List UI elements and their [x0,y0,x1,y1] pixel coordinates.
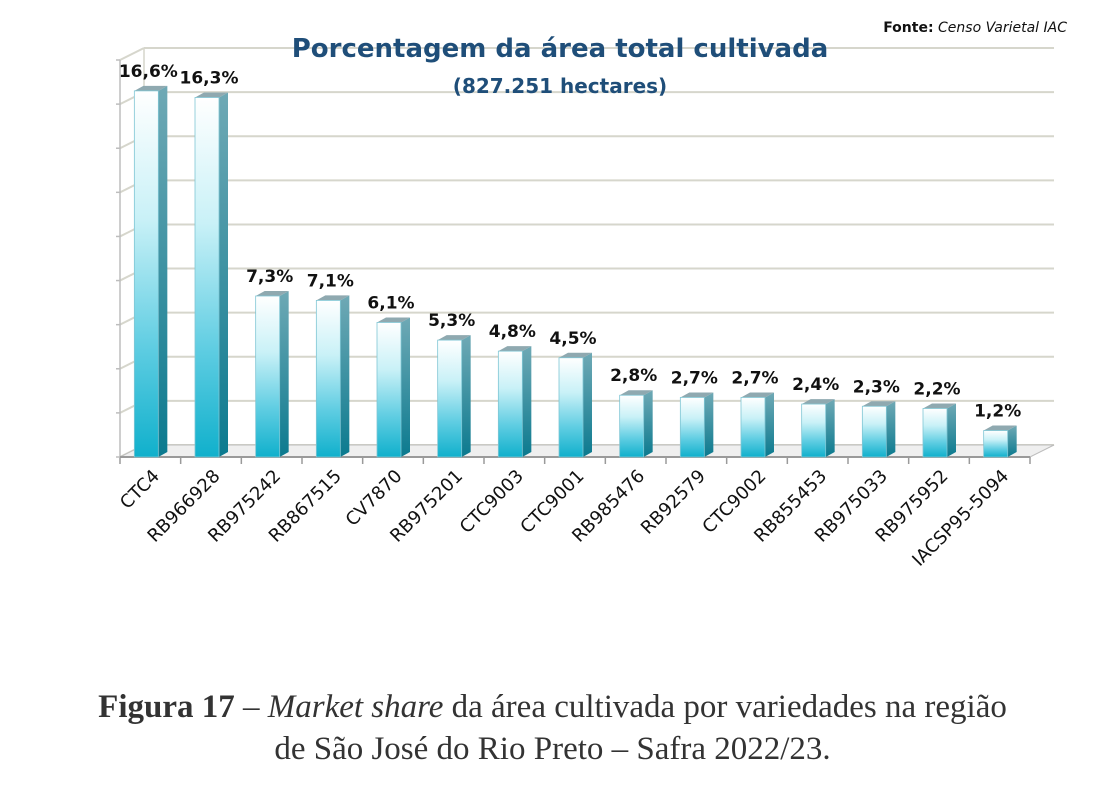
bar-top [983,425,1017,431]
bar-rb975033 [861,401,896,458]
gridline-side [119,47,145,61]
value-label: 6,1% [367,293,414,313]
bar-rb975242 [255,290,289,458]
bar-front [861,405,887,458]
bar-front [801,403,827,458]
bar-front [619,394,645,458]
bar-top [862,401,896,407]
bar-front [133,90,159,458]
bar-side [643,390,653,457]
value-label: 2,8% [610,366,657,386]
bar-front [497,350,523,458]
category-labels: CTC4RB966928RB975242RB867515CV7870RB9752… [116,466,1013,571]
bar-side [583,352,592,457]
bar-top [195,92,228,98]
value-label: 16,3% [180,68,239,88]
bar-top [923,403,956,409]
bar-top [498,346,532,352]
bar-ctc9003 [497,346,532,458]
value-label: 2,7% [671,368,718,388]
bar-front [983,430,1009,458]
bar-side [219,92,228,457]
value-label: 4,8% [489,322,536,342]
value-label: 7,1% [307,271,354,291]
bar-side [279,290,289,457]
bar-cv7870 [376,317,410,458]
caption-italic-term: Market share [267,689,444,725]
bar-side [947,403,956,457]
caption-rest-1: da área cultivada por variedades na regi… [443,689,1007,725]
value-label: 7,3% [246,267,293,287]
value-label: 2,7% [731,368,778,388]
figure-caption: Figura 17 – Market share da área cultiva… [0,686,1105,770]
bar-ctc9001 [558,352,592,458]
bars [133,85,1017,458]
bar-side [158,85,168,457]
value-label: 1,2% [974,402,1021,422]
source-text: Censo Varietal IAC [938,20,1067,36]
bar-rb975201 [437,335,471,458]
bar-top [619,390,653,396]
bar-top [741,392,774,398]
bar-side [765,392,774,457]
chart-title: Porcentagem da área total cultivada [292,34,829,64]
bar-side [886,401,896,457]
bar-rb867515 [315,295,350,458]
bar-front [740,397,766,458]
bar-ctc4 [133,85,168,458]
value-label: 2,2% [913,379,960,399]
caption-line-2: de São José do Rio Preto – Safra 2022/23… [274,731,831,767]
category-label: RB92579 [637,466,710,539]
bar-top [437,335,471,341]
bar-side [401,317,410,457]
bar-rb855453 [801,399,835,458]
bar-top [680,392,714,398]
bar-side [1007,425,1017,457]
bar-front [376,322,402,458]
caption-line-1: Figura 17 – Market share da área cultiva… [0,686,1105,728]
bar-top [316,295,350,301]
gridlines [119,47,1054,458]
value-label: 2,4% [792,375,839,395]
bar-chart: 16,6% 16,3% 7,3% 7,1% 6,1% 5,3% 4,8% 4,5% 2,8% 2,… [116,34,1055,571]
value-label: 2,3% [853,377,900,397]
value-label: 5,3% [428,311,475,331]
bar-top [255,290,289,296]
bar-front [255,295,281,458]
value-label: 4,5% [549,329,596,349]
bar-rb966928 [194,92,228,458]
value-label: 16,6% [119,62,178,82]
bar-side [704,392,714,457]
chart-subtitle: (827.251 hectares) [453,74,667,98]
bar-ctc9002 [740,392,774,458]
bar-top [134,85,168,91]
bar-front [437,339,463,458]
bar-rb92579 [679,392,714,458]
bar-top [377,317,410,323]
category-label: CTC4 [116,466,164,514]
bar-front [194,97,220,458]
category-label: CTC9003 [456,466,528,538]
caption-figure-number: Figura 17 [98,689,235,725]
bar-rb975952 [922,403,956,458]
caption-dash: – [234,689,268,725]
bar-top [801,399,835,405]
bar-front [558,357,584,458]
bar-side [461,335,471,457]
bar-front [922,408,948,458]
bar-top [559,352,592,358]
bar-iacsp95-5094 [983,425,1017,458]
source-note: Fonte: Censo Varietal IAC [883,20,1067,36]
bar-side [522,346,532,457]
source-label: Fonte: [883,20,934,36]
value-labels: 16,6% 16,3% 7,3% 7,1% 6,1% 5,3% 4,8% 4,5% 2,8% 2,… [119,62,1021,422]
bar-side [825,399,835,457]
bar-rb985476 [619,390,653,458]
bar-side [340,295,350,457]
bar-front [315,300,341,458]
bar-front [679,397,705,458]
